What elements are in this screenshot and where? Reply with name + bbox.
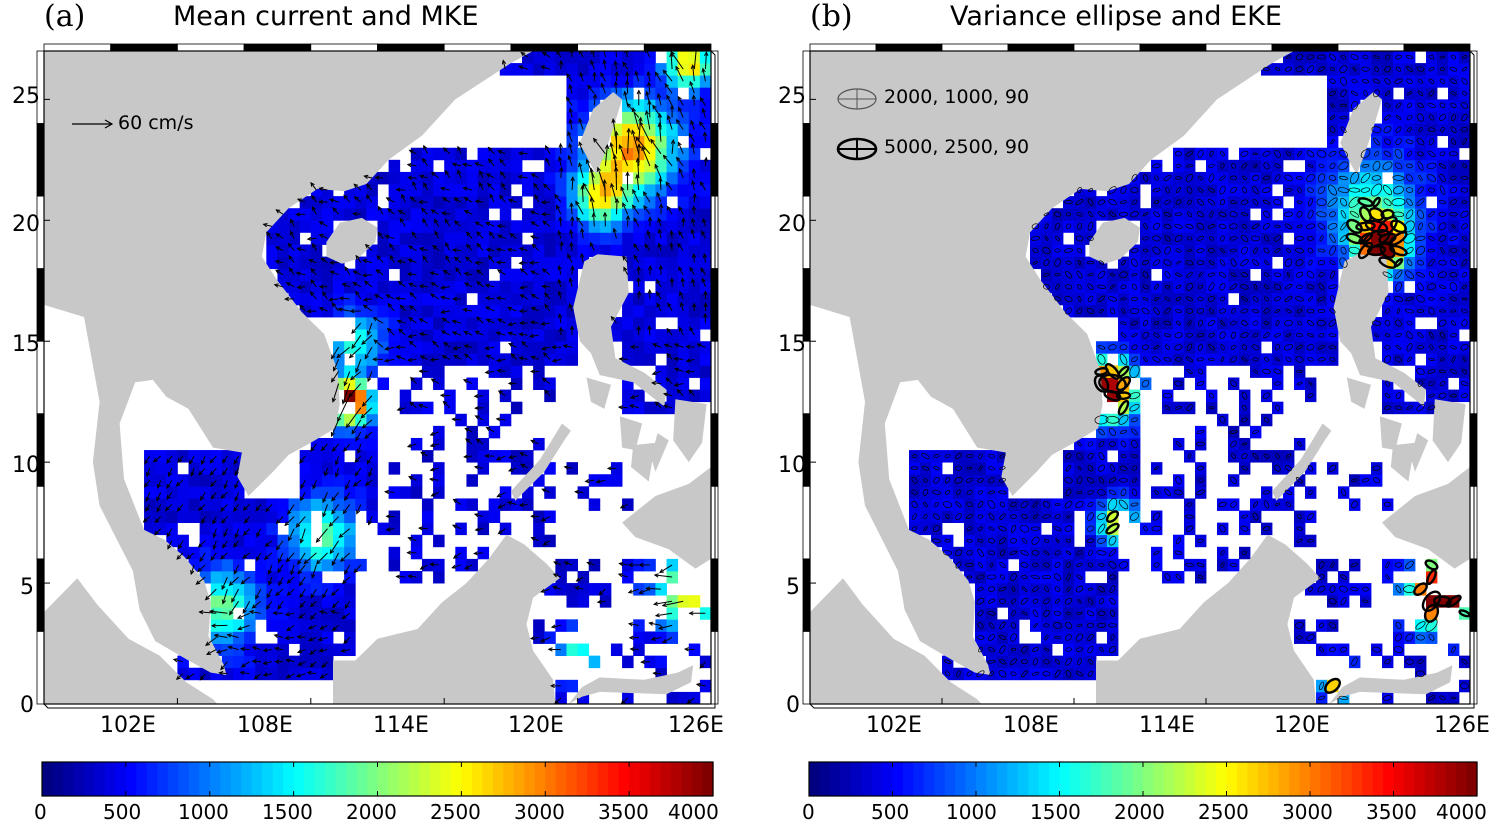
cb-a-tick-0: 0: [34, 800, 47, 824]
a-xtick-126: 126E: [668, 713, 724, 738]
scale-arrow-icon: [72, 119, 114, 129]
b-xtick-120: 120E: [1274, 713, 1330, 738]
a-xtick-102: 102E: [100, 713, 156, 738]
a-ytick-0: 0: [20, 693, 34, 718]
a-ytick-20: 20: [12, 212, 40, 237]
cb-b-tick-1000: 1000: [946, 800, 997, 824]
b-ytick-25: 25: [778, 84, 806, 109]
cb-a-tick-2500: 2500: [430, 800, 481, 824]
land-polygon: [673, 399, 707, 463]
b-ytick-0: 0: [786, 693, 800, 718]
cb-b-tick-1500: 1500: [1030, 800, 1081, 824]
land-polygon: [1346, 377, 1371, 409]
a-xtick-114: 114E: [373, 713, 429, 738]
cb-a-tick-3000: 3000: [514, 800, 565, 824]
panel-b-ellipse-legend-large: 5000, 2500, 90: [884, 136, 1030, 158]
energy-cells: [909, 51, 1470, 704]
b-xtick-102: 102E: [866, 713, 922, 738]
panel-b-ellipse-legend-small: 2000, 1000, 90: [884, 86, 1030, 108]
land-polygon: [1410, 433, 1429, 472]
land-polygon: [573, 254, 667, 407]
cb-a-tick-1000: 1000: [178, 800, 229, 824]
variance-ellipses: [910, 53, 1470, 701]
b-xtick-108: 108E: [1003, 713, 1059, 738]
cb-a-tick-500: 500: [103, 800, 142, 824]
land-polygon: [1096, 534, 1321, 704]
land-masses: [44, 51, 711, 704]
colorbar-b: [808, 761, 1478, 797]
cb-b-tick-0: 0: [802, 800, 815, 824]
land-polygon: [1272, 423, 1332, 501]
a-ytick-25: 25: [12, 84, 40, 109]
land-polygon: [1329, 665, 1453, 704]
land-polygon: [810, 51, 1294, 675]
cb-b-tick-2000: 2000: [1114, 800, 1165, 824]
axis-ticks: [44, 98, 579, 704]
land-polygon: [586, 377, 611, 409]
panel-b-title: Variance ellipse and EKE: [950, 1, 1282, 32]
map-frame: [36, 43, 719, 709]
land-polygon: [333, 534, 560, 704]
colorbar-a: [41, 761, 714, 797]
land-polygon: [619, 416, 643, 451]
land-masses: [810, 51, 1470, 704]
land-polygon: [579, 92, 623, 175]
panel-b-label: (b): [810, 0, 853, 34]
land-polygon: [1390, 442, 1415, 482]
b-ytick-5: 5: [786, 575, 800, 600]
land-polygon: [510, 423, 571, 501]
cb-b-tick-3000: 3000: [1282, 800, 1333, 824]
cb-b-tick-2500: 2500: [1198, 800, 1249, 824]
land-polygon: [568, 665, 694, 704]
land-polygon: [44, 578, 218, 704]
cb-b-tick-3500: 3500: [1366, 800, 1417, 824]
panel-b-map: [802, 43, 1478, 709]
land-polygon: [651, 433, 669, 472]
a-ytick-10: 10: [12, 453, 40, 478]
land-polygon: [1333, 254, 1426, 407]
b-ytick-15: 15: [778, 332, 806, 357]
panel-a-title: Mean current and MKE: [173, 1, 479, 32]
a-ytick-5: 5: [20, 575, 34, 600]
ellipse-legend-icons: [836, 88, 878, 161]
b-ytick-10: 10: [778, 453, 806, 478]
current-vectors: [142, 51, 709, 704]
panel-a-label: (a): [44, 0, 86, 34]
land-polygon: [1379, 416, 1402, 451]
cb-b-tick-4000: 4000: [1436, 800, 1487, 824]
land-polygon: [1340, 92, 1382, 175]
cb-a-tick-1500: 1500: [262, 800, 313, 824]
axis-ticks: [810, 98, 1339, 704]
land-polygon: [1089, 217, 1140, 264]
land-polygon: [44, 51, 534, 675]
a-xtick-120: 120E: [508, 713, 564, 738]
land-polygon: [326, 217, 378, 264]
cb-a-tick-2000: 2000: [346, 800, 397, 824]
cb-a-tick-3500: 3500: [598, 800, 649, 824]
panel-a-map: [36, 43, 719, 709]
land-polygon: [1432, 399, 1466, 463]
b-xtick-114: 114E: [1139, 713, 1195, 738]
a-ytick-15: 15: [12, 332, 40, 357]
cb-b-tick-500: 500: [871, 800, 910, 824]
b-ytick-20: 20: [778, 212, 806, 237]
panel-a-arrow-legend-text: 60 cm/s: [118, 112, 194, 134]
land-polygon: [810, 578, 982, 704]
a-xtick-108: 108E: [237, 713, 293, 738]
map-frame: [802, 43, 1478, 709]
land-polygon: [631, 442, 656, 482]
b-xtick-126: 126E: [1434, 713, 1490, 738]
land-polygon: [1382, 467, 1470, 569]
land-polygon: [622, 467, 711, 569]
cb-a-tick-4000: 4000: [668, 800, 719, 824]
